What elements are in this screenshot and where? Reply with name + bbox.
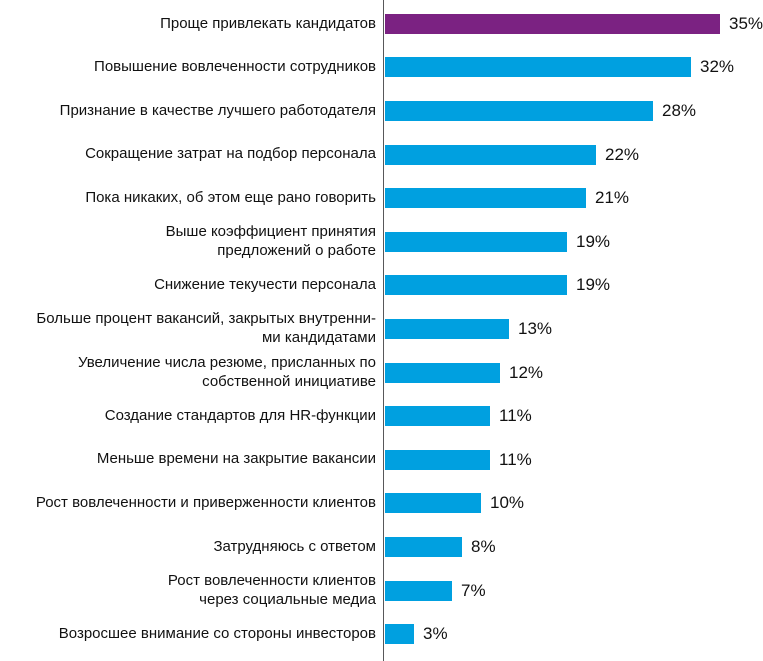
- chart-row: Снижение текучести персонала 19%: [0, 264, 763, 308]
- bar-area: 28%: [383, 89, 763, 133]
- chart-row: Рост вовлеченности и приверженности клие…: [0, 482, 763, 526]
- category-label: Меньше времени на закрытие вакансии: [96, 450, 376, 468]
- value-label: 8%: [471, 536, 496, 556]
- bar: [385, 188, 586, 209]
- chart-row: Сокращение затрат на подбор персонала 22…: [0, 133, 763, 177]
- value-label: 21%: [595, 188, 630, 208]
- category-label: Признание в качестве лучшего работодател…: [59, 101, 376, 119]
- value-label: 7%: [461, 580, 486, 600]
- category-label: Снижение текучести персонала: [154, 276, 376, 294]
- bar-area: 11%: [383, 394, 763, 438]
- bar: [385, 13, 720, 34]
- category-label: Увеличение числа резюме, присланных по со…: [78, 354, 376, 390]
- category-label: Рост вовлеченности клиентов через социаль…: [167, 572, 376, 608]
- category-label: Проще привлекать кандидатов: [160, 14, 376, 32]
- category-label: Повышение вовлеченности сотрудников: [94, 58, 376, 76]
- bar-area: 12%: [383, 351, 763, 395]
- bar-area: 22%: [383, 133, 763, 177]
- chart-row: Рост вовлеченности клиентов через социаль…: [0, 569, 763, 613]
- bar: [385, 406, 490, 427]
- value-label: 28%: [662, 100, 697, 120]
- category-label: Пока никаких, об этом еще рано говорить: [85, 188, 376, 206]
- category-label: Выше коэффициент принятия предложений о р…: [165, 223, 376, 259]
- bar-area: 35%: [383, 2, 763, 46]
- bar-area: 3%: [383, 612, 763, 656]
- chart-row: Увеличение числа резюме, присланных по со…: [0, 351, 763, 395]
- value-label: 11%: [499, 406, 532, 426]
- bar-area: 13%: [383, 307, 763, 351]
- bar-area: 21%: [383, 176, 763, 220]
- chart-row: Создание стандартов для HR-функции 11%: [0, 394, 763, 438]
- category-label: Возросшее внимание со стороны инвесторов: [58, 624, 376, 642]
- chart-row: Меньше времени на закрытие вакансии 11%: [0, 438, 763, 482]
- value-label: 12%: [509, 362, 544, 382]
- bar: [385, 624, 414, 645]
- category-label: Создание стандартов для HR-функции: [104, 406, 376, 424]
- bar-area: 7%: [383, 569, 763, 613]
- value-label: 10%: [490, 493, 525, 513]
- bar: [385, 362, 500, 383]
- chart-row: Выше коэффициент принятия предложений о р…: [0, 220, 763, 264]
- chart-row: Проще привлекать кандидатов 35%: [0, 2, 763, 46]
- bar: [385, 275, 567, 296]
- bar-area: 19%: [383, 264, 763, 308]
- bar: [385, 144, 596, 165]
- category-label: Больше процент вакансий, закрытых внутре…: [36, 310, 376, 346]
- value-label: 35%: [729, 13, 763, 33]
- category-label: Рост вовлеченности и приверженности клие…: [35, 494, 376, 512]
- category-label: Затрудняюсь с ответом: [213, 537, 376, 555]
- bar: [385, 580, 452, 601]
- category-label: Сокращение затрат на подбор персонала: [85, 145, 376, 163]
- chart-row: Затрудняюсь с ответом 8%: [0, 525, 763, 569]
- bar-area: 8%: [383, 525, 763, 569]
- value-label: 32%: [700, 57, 735, 77]
- chart-row: Повышение вовлеченности сотрудников 32%: [0, 46, 763, 90]
- bar-area: 11%: [383, 438, 763, 482]
- bar: [385, 493, 481, 514]
- value-label: 11%: [499, 449, 532, 469]
- value-label: 13%: [518, 318, 553, 338]
- bar: [385, 536, 462, 557]
- bar: [385, 57, 691, 78]
- bar-area: 10%: [383, 482, 763, 526]
- chart-row: Возросшее внимание со стороны инвесторов…: [0, 612, 763, 656]
- value-label: 19%: [576, 275, 611, 295]
- y-axis-line: [383, 0, 384, 661]
- value-label: 22%: [605, 144, 640, 164]
- value-label: 19%: [576, 231, 611, 251]
- chart-row: Пока никаких, об этом еще рано говорить …: [0, 176, 763, 220]
- bar-area: 32%: [383, 46, 763, 90]
- bar-area: 19%: [383, 220, 763, 264]
- bar: [385, 231, 567, 252]
- bar: [385, 449, 490, 470]
- chart-row: Признание в качестве лучшего работодател…: [0, 89, 763, 133]
- bar: [385, 100, 653, 121]
- bar: [385, 318, 509, 339]
- chart-row: Больше процент вакансий, закрытых внутре…: [0, 307, 763, 351]
- value-label: 3%: [423, 624, 448, 644]
